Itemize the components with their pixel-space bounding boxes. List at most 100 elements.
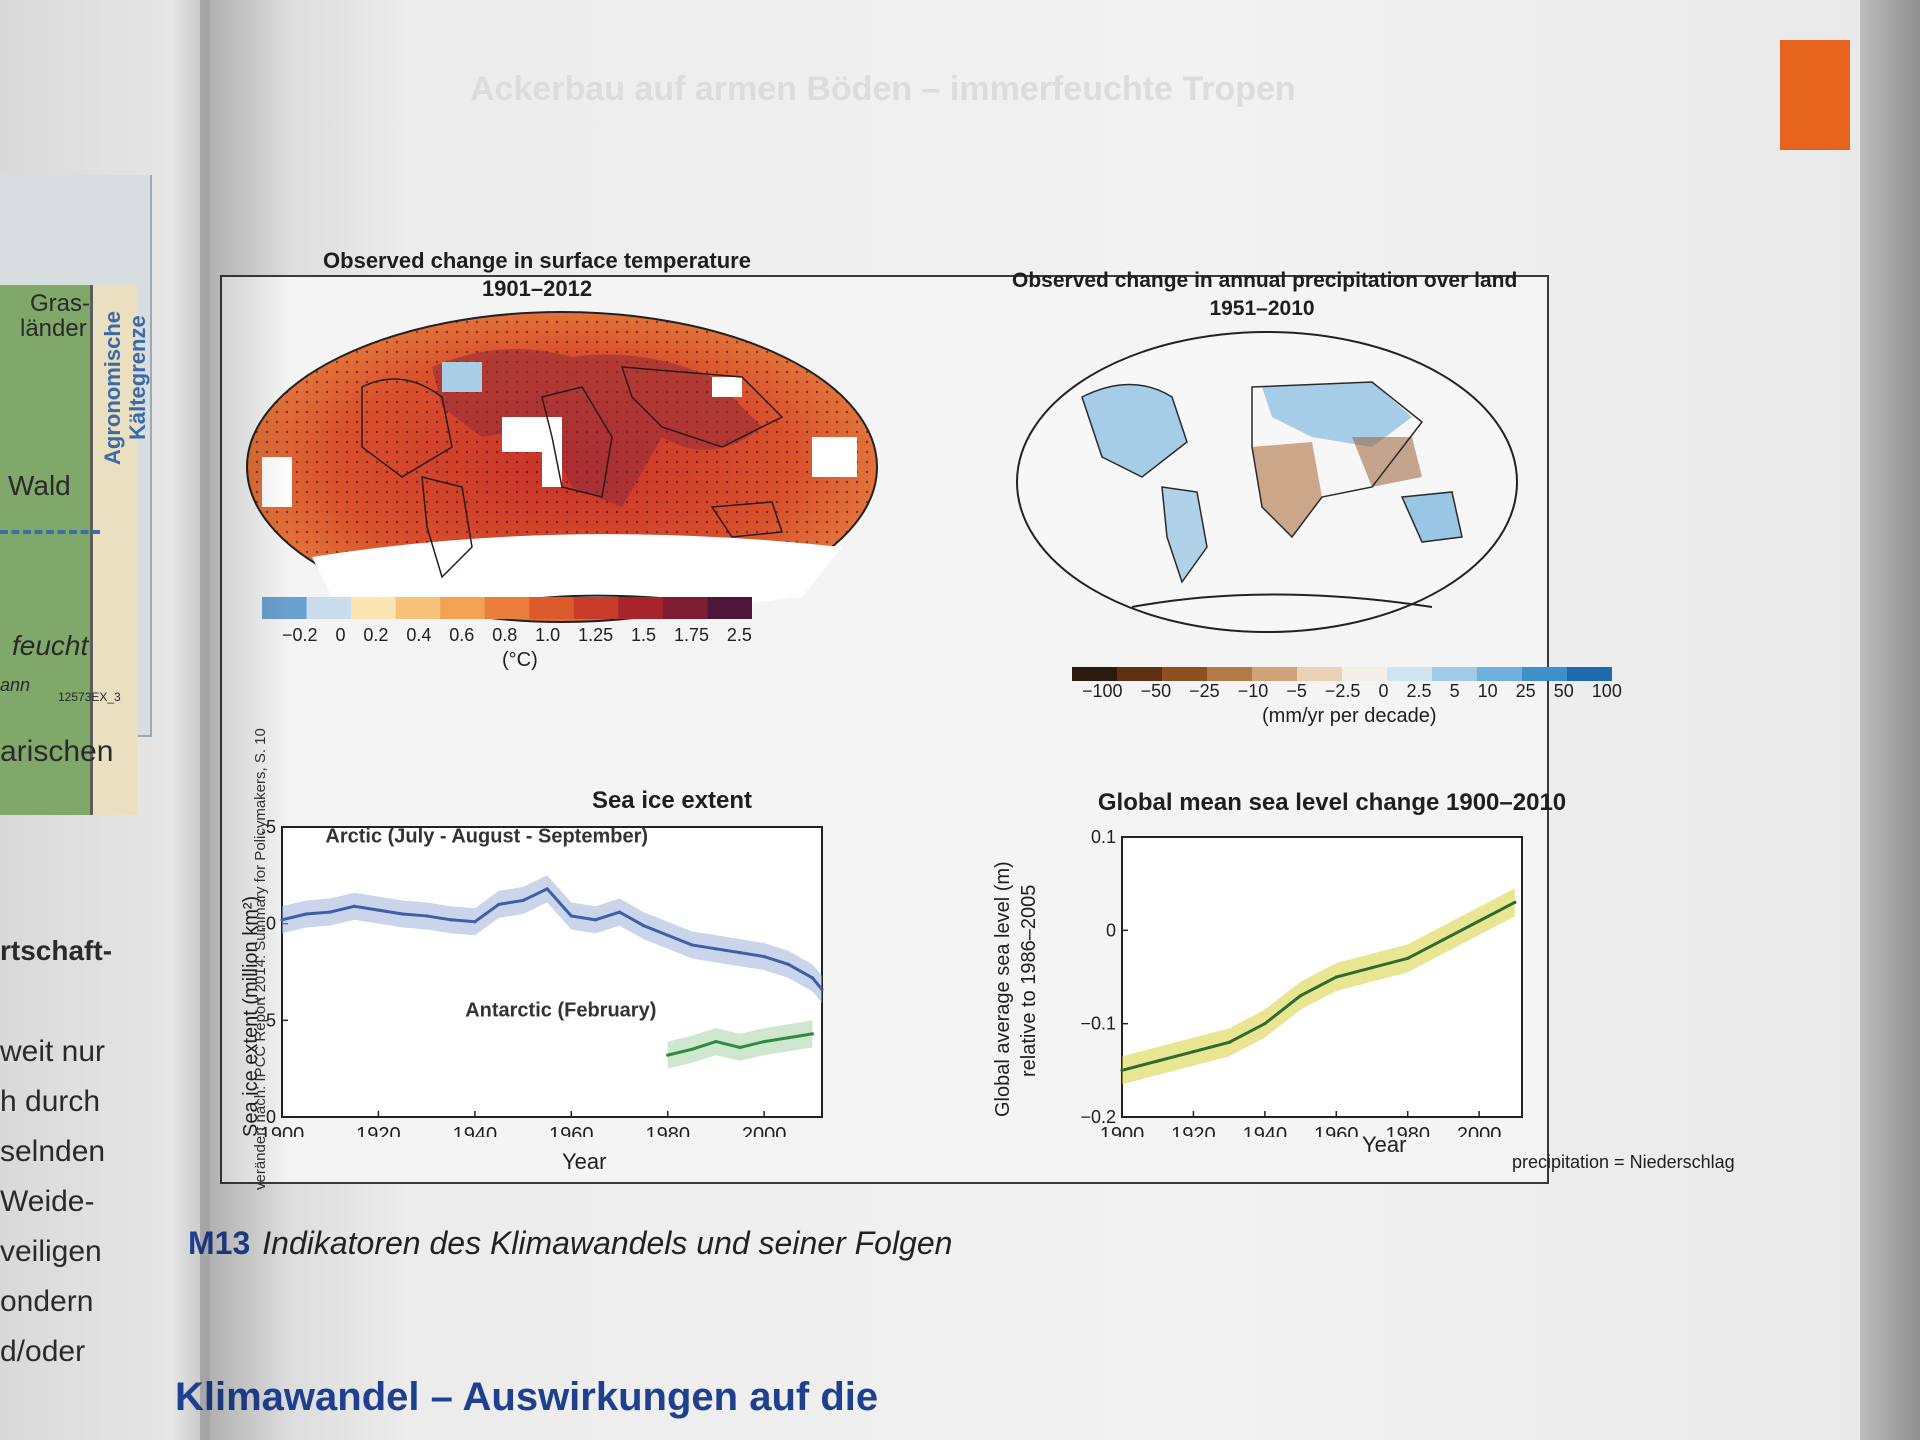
- footnote: precipitation = Niederschlag: [1512, 1152, 1735, 1172]
- data-point: [376, 908, 381, 912]
- x-tick-label: 1900: [262, 1124, 304, 1137]
- data-point: [280, 918, 284, 922]
- precip-color-swatch: [1252, 667, 1298, 681]
- sea-level-title: Global mean sea level change 1900–2010: [1097, 789, 1567, 816]
- temp-color-swatch: [440, 597, 486, 619]
- data-point: [1263, 1022, 1267, 1026]
- data-point: [593, 918, 597, 922]
- sea-level-ylabel-line2: relative to 1986–2005: [1018, 884, 1040, 1077]
- data-point: [400, 912, 405, 916]
- precip-tick: 0: [1378, 681, 1389, 701]
- precip-color-swatch: [1207, 667, 1253, 681]
- data-point: [569, 914, 573, 918]
- data-point: [1120, 1068, 1124, 1072]
- data-point: [738, 1045, 742, 1049]
- data-point: [1477, 919, 1481, 923]
- data-point: [1156, 1059, 1160, 1063]
- fragment: arischen: [0, 735, 114, 768]
- precip-color-swatch: [1162, 667, 1208, 681]
- x-tick-label: 2000: [742, 1124, 787, 1137]
- precip-color-swatch: [1072, 667, 1118, 681]
- credit: ann: [0, 675, 31, 695]
- x-tick-label: 1940: [453, 1124, 498, 1137]
- fragment: d/oder: [0, 1335, 86, 1368]
- precip-tick: 5: [1449, 681, 1460, 701]
- precip-tick: −50: [1140, 681, 1172, 701]
- precipitation-map: [1016, 331, 1518, 633]
- precip-color-swatch: [1477, 667, 1523, 681]
- temp-color-swatch: [618, 597, 664, 619]
- data-point: [304, 912, 308, 916]
- figure-frame: Observed change in surface temperature 1…: [220, 248, 1735, 1184]
- sea-ice-xlabel: Year: [562, 1149, 607, 1174]
- fragment: h durch: [0, 1085, 101, 1118]
- precip-map-title-line1: Observed change in annual precipitation …: [1012, 269, 1518, 292]
- temp-color-swatch: [662, 597, 708, 619]
- data-point: [1406, 956, 1410, 960]
- precip-color-swatch: [1297, 667, 1343, 681]
- data-point: [642, 924, 646, 928]
- precip-unit: (mm/yr per decade): [1262, 705, 1437, 727]
- precipitation-colorbar: [1072, 667, 1612, 681]
- data-point: [714, 1040, 718, 1044]
- temp-tick: 2.5: [726, 625, 752, 645]
- arctic-label: Arctic (July - August - September): [325, 825, 648, 847]
- precip-color-swatch: [1342, 667, 1388, 681]
- caption-text: Indikatoren des Klimawandels und seiner …: [262, 1225, 953, 1261]
- temp-tick: 0.6: [449, 625, 475, 645]
- precip-tick: −2.5: [1324, 681, 1361, 701]
- data-point: [762, 1040, 766, 1044]
- data-point: [666, 1053, 670, 1057]
- precip-color-swatch: [1432, 667, 1478, 681]
- temp-color-swatch: [529, 597, 575, 619]
- precip-color-swatch: [1387, 667, 1433, 681]
- plot-area: [281, 826, 823, 1118]
- temp-tick: 0: [335, 625, 346, 645]
- left-page: Gras- länder Wald feucht Agronomische Kä…: [0, 0, 215, 1440]
- temp-color-swatch: [573, 597, 619, 619]
- fragment: ondern: [0, 1285, 94, 1318]
- temp-tick: 0.8: [492, 625, 518, 645]
- forest-band: [0, 285, 93, 815]
- label-kaeltegrenze: Kältegrenze: [125, 315, 150, 440]
- label-laender: länder: [20, 315, 87, 342]
- sea-level-chart: 1900 1920 1940 1960 1980 2000 0.1 0 −0.1 −0.2: [1080, 827, 1523, 1137]
- data-point: [425, 914, 429, 918]
- data-point: [1298, 994, 1303, 998]
- x-tick-label: 1960: [1314, 1124, 1359, 1137]
- data-point: [352, 904, 356, 908]
- x-tick-label: 1900: [1100, 1124, 1145, 1137]
- data-point: [449, 918, 453, 922]
- temp-tick: 0.2: [363, 625, 389, 645]
- data-point: [810, 976, 814, 980]
- temp-tick: 0.4: [406, 625, 432, 645]
- data-point: [690, 1047, 694, 1051]
- data-point: [1370, 966, 1374, 970]
- fragment: rtschaft-: [0, 935, 113, 966]
- precip-tick: 50: [1553, 681, 1574, 701]
- temp-map-title-line1: Observed change in surface temperature: [323, 248, 751, 273]
- precip-scale-labels: −100 −50 −25 −10 −5 −2.5 0 2.5 5 10 25 5…: [1082, 681, 1622, 702]
- y-tick-label: 0.1: [1091, 827, 1116, 847]
- sea-ice-title: Sea ice extent: [591, 787, 753, 814]
- label-gras: Gras-: [30, 290, 90, 317]
- data-point: [786, 1036, 790, 1040]
- cold-limit-band: [93, 285, 138, 815]
- page-edge: [1860, 0, 1920, 1440]
- data-point: [1191, 1050, 1196, 1054]
- y-tick-label: −0.2: [1080, 1107, 1116, 1127]
- y-tick-label: 0: [1106, 920, 1116, 940]
- precip-map-title-line2: 1951–2010: [1209, 297, 1315, 320]
- temperature-colorbar: [262, 597, 752, 619]
- uncertainty-band: [667, 1020, 813, 1069]
- data-point: [1334, 975, 1338, 979]
- fragment: veiligen: [0, 1235, 102, 1268]
- data-point: [738, 951, 742, 955]
- data-point: [786, 962, 790, 966]
- data-point: [497, 902, 501, 906]
- label-feucht: feucht: [12, 630, 89, 661]
- series-line: [281, 887, 824, 991]
- x-tick-label: 1960: [549, 1124, 594, 1137]
- figure-code: 12573EX_3: [58, 690, 121, 704]
- label-wald: Wald: [8, 470, 71, 501]
